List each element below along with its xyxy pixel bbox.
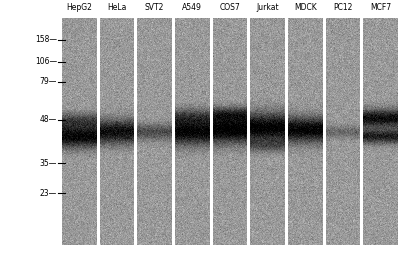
Text: MDCK: MDCK	[294, 3, 317, 12]
Text: A549: A549	[182, 3, 202, 12]
Text: 35—: 35—	[40, 159, 57, 168]
Text: COS7: COS7	[220, 3, 240, 12]
Text: HepG2: HepG2	[66, 3, 92, 12]
Text: 48—: 48—	[40, 115, 57, 124]
Text: SVT2: SVT2	[145, 3, 164, 12]
Text: PC12: PC12	[333, 3, 353, 12]
Text: Jurkat: Jurkat	[256, 3, 279, 12]
Text: 79—: 79—	[40, 78, 57, 87]
Text: 158—: 158—	[35, 35, 57, 44]
Text: MCF7: MCF7	[370, 3, 391, 12]
Text: HeLa: HeLa	[107, 3, 127, 12]
Text: 106—: 106—	[35, 58, 57, 67]
Text: 23—: 23—	[40, 188, 57, 197]
